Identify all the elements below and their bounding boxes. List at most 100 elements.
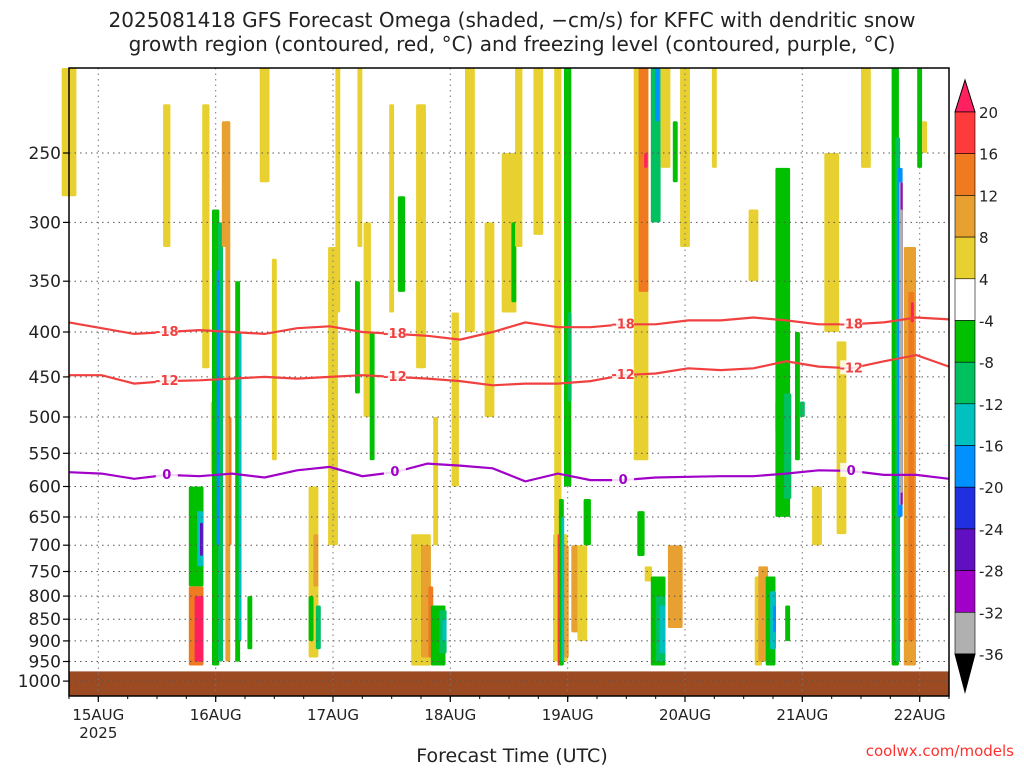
contour-label-bg [155, 324, 178, 338]
omega-cell [416, 104, 426, 369]
y-tick-label: 950 [29, 653, 61, 673]
colorbar: 20 16 12 8 4 -4 -8 -12 -16 -20 -24 -28 -32 -36 [954, 78, 1004, 694]
omega-cell [554, 68, 562, 633]
omega-cell [667, 545, 683, 628]
omega-cell [271, 258, 277, 461]
omega-shading [61, 68, 927, 666]
omega-cell [465, 68, 475, 332]
omega-cell [397, 196, 406, 292]
omega-cell [660, 68, 671, 168]
omega-cell [200, 522, 203, 556]
omega-cell [216, 270, 220, 546]
x-tick-label: 15AUG [72, 706, 124, 724]
y-tick-label: 550 [29, 444, 61, 464]
colorbar-segment [954, 361, 976, 405]
omega-cell [363, 222, 371, 417]
contour-label: -18 [839, 317, 863, 332]
y-tick-label: 850 [29, 610, 61, 630]
omega-cell [922, 121, 927, 153]
grid-lines [69, 68, 949, 696]
omega-cell [758, 566, 769, 662]
omega-cell [812, 486, 822, 546]
contour-label: -12 [155, 374, 179, 389]
colorbar-segment [954, 445, 976, 488]
omega-cell [567, 312, 572, 402]
contour-label: -18 [155, 325, 179, 340]
colorbar-label: 8 [979, 229, 989, 247]
contour-label: 0 [847, 464, 856, 479]
contour--18 [68, 316, 950, 341]
colorbar-bottom-arrow [954, 653, 976, 694]
omega-cell [357, 68, 363, 247]
omega-cell [355, 281, 360, 394]
y-tick-label: 500 [29, 408, 61, 428]
omega-cell [225, 121, 231, 662]
omega-cell [659, 605, 666, 654]
omega-cell [861, 68, 871, 168]
y-tick-label: 750 [29, 563, 61, 583]
colorbar-segment [954, 611, 976, 655]
omega-cell [571, 545, 579, 633]
colorbar-top-arrow [954, 78, 976, 113]
omega-cell [638, 68, 649, 292]
omega-cell [247, 596, 253, 650]
colorbar-segment [954, 195, 976, 238]
omega-cell [637, 511, 645, 556]
omega-cell [711, 68, 717, 168]
omega-cell [910, 302, 914, 323]
y-tick-label: 900 [29, 632, 61, 652]
omega-cell [785, 605, 791, 641]
colorbar-segment [954, 278, 976, 321]
colorbar-segment [954, 320, 976, 363]
x-axis: 15AUG 16AUG 17AUG 18AUG 19AUG 20AUG 21AUG 22AUG… [68, 696, 950, 742]
colorbar-segment [954, 528, 976, 571]
omega-cell [202, 104, 210, 369]
omega-cell [748, 209, 759, 282]
omega-cell [784, 393, 792, 499]
contour-label: 0 [162, 468, 171, 483]
omega-cell [655, 68, 660, 122]
y-axis: 2503003504004505005506006507007508008509… [18, 144, 69, 692]
x-tick-label: 19AUG [542, 706, 594, 724]
omega-cell [775, 401, 781, 432]
omega-cell [836, 341, 847, 535]
title-line-1: 2025081418 GFS Forecast Omega (shaded, −… [108, 8, 916, 32]
omega-cell [533, 68, 544, 235]
credit-text: coolwx.com/models [865, 742, 1014, 760]
contour-label: -18 [383, 327, 407, 342]
contour-label: -12 [839, 361, 863, 376]
omega-cell [644, 566, 652, 582]
contour-label-bg [383, 325, 406, 340]
x-tick-label: 21AUG [776, 706, 828, 724]
y-tick-label: 400 [29, 323, 61, 343]
omega-cell [672, 121, 678, 183]
contour-label-bg [840, 462, 863, 477]
omega-cell [194, 596, 204, 662]
colorbar-label: -16 [979, 438, 1004, 456]
colorbar-label: 20 [979, 104, 998, 122]
x-tick-label: 18AUG [424, 706, 476, 724]
omega-cell [221, 121, 230, 247]
omega-cell [433, 417, 439, 546]
ground-layer [69, 671, 949, 696]
y-tick-label: 700 [29, 536, 61, 556]
omega-cell [824, 153, 839, 332]
omega-cell [644, 153, 648, 168]
omega-cell [908, 291, 915, 641]
omega-cell [315, 605, 321, 650]
omega-cell [515, 68, 523, 247]
y-tick-label: 250 [29, 144, 61, 164]
contour-label: -18 [611, 317, 635, 332]
omega-cell [389, 104, 395, 313]
y-tick-label: 600 [29, 478, 61, 498]
colorbar-label: -28 [979, 563, 1004, 581]
omega-cell [577, 545, 588, 641]
contour-label-bg [612, 367, 635, 382]
colorbar-segment [954, 486, 976, 530]
chart-title: 2025081418 GFS Forecast Omega (shaded, −… [0, 8, 1024, 56]
colorbar-label: -20 [979, 479, 1004, 497]
colorbar-label: 4 [979, 271, 989, 289]
omega-cell [511, 222, 517, 303]
contour-label: -12 [383, 370, 407, 385]
colorbar-label: -8 [979, 354, 994, 372]
